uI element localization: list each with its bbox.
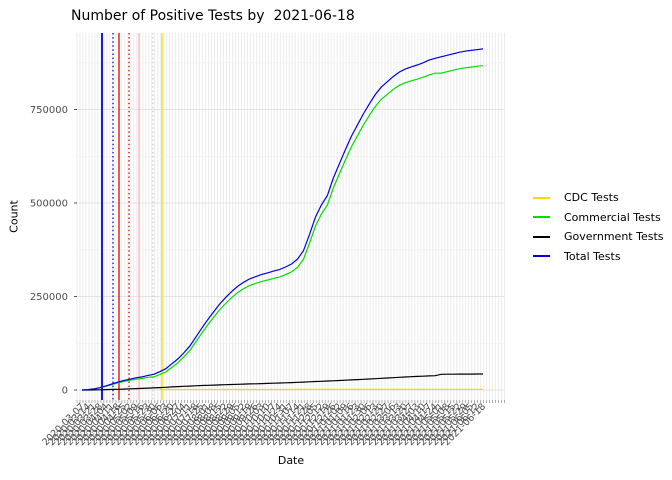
legend-label: CDC Tests (564, 191, 619, 205)
government-line-swatch-icon (533, 235, 550, 238)
legend: CDC Tests Commercial Tests Government Te… (533, 188, 664, 266)
x-axis-title: Date (277, 454, 305, 467)
total-line-swatch-icon (533, 255, 550, 258)
svg-text:250000: 250000 (30, 292, 68, 303)
legend-item-government: Government Tests (533, 227, 664, 247)
svg-text:0: 0 (62, 386, 68, 397)
y-axis-title: Count (7, 200, 21, 233)
legend-label: Commercial Tests (564, 210, 661, 224)
legend-label: Total Tests (564, 249, 621, 263)
chart-title: Number of Positive Tests by 2021-06-18 (71, 8, 355, 24)
legend-item-total: Total Tests (533, 247, 664, 267)
svg-text:750000: 750000 (30, 105, 68, 116)
legend-item-commercial: Commercial Tests (533, 208, 664, 228)
legend-label: Government Tests (564, 230, 664, 244)
legend-item-cdc: CDC Tests (533, 188, 664, 208)
commercial-line-swatch-icon (533, 216, 550, 219)
svg-text:500000: 500000 (30, 199, 68, 210)
cdc-line-swatch-icon (533, 196, 550, 199)
